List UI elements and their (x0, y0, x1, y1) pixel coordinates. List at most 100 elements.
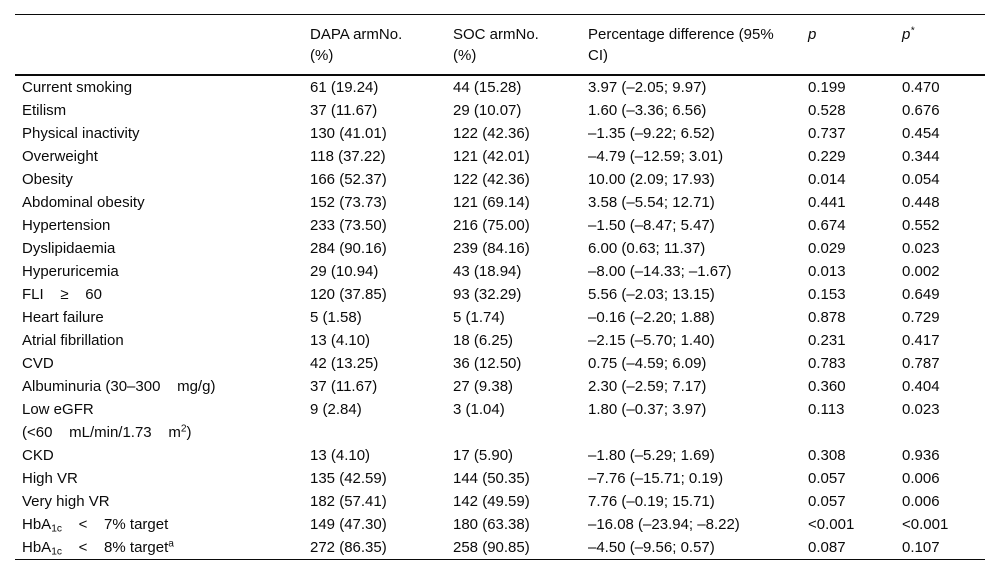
cell-percentage-difference: –16.08 (–23.94; –8.22) (588, 516, 740, 533)
table-body: Current smoking 61 (19.24) 44 (15.28) 3.… (15, 75, 985, 560)
cell-p-adjusted-value: 0.470 (902, 79, 940, 96)
cell-soc-arm: 36 (12.50) (453, 355, 522, 372)
cell-soc-arm: 121 (69.14) (453, 194, 530, 211)
cell-p-value: 0.308 (808, 447, 846, 464)
cell-dapa-arm: 9 (2.84) (310, 401, 362, 418)
cell-percentage-difference: 2.30 (–2.59; 7.17) (588, 378, 707, 395)
table-row: HbA1c < 7% target 149 (47.30) 180 (63.38… (15, 513, 985, 536)
cell-soc-arm: 144 (50.35) (453, 470, 530, 487)
cell-percentage-difference: –2.15 (–5.70; 1.40) (588, 332, 715, 349)
table-row: Atrial fibrillation 13 (4.10) 18 (6.25) … (15, 329, 985, 352)
cell-dapa-arm: 29 (10.94) (310, 263, 379, 280)
cell-soc-arm: 122 (42.36) (453, 125, 530, 142)
cell-percentage-difference: –8.00 (–14.33; –1.67) (588, 263, 732, 280)
cell-percentage-difference: 1.80 (–0.37; 3.97) (588, 401, 707, 418)
cell-soc-arm: 93 (32.29) (453, 286, 522, 303)
table-row: Albuminuria (30–300 mg/g) 37 (11.67) 27 … (15, 375, 985, 398)
cell-percentage-difference: 10.00 (2.09; 17.93) (588, 171, 715, 188)
cell-p-adjusted-value: 0.023 (902, 240, 940, 257)
cell-p-value: 0.087 (808, 539, 846, 556)
table-row: Abdominal obesity 152 (73.73) 121 (69.14… (15, 191, 985, 214)
cell-soc-arm: 142 (49.59) (453, 493, 530, 510)
table-row: Obesity 166 (52.37) 122 (42.36) 10.00 (2… (15, 168, 985, 191)
cell-p-value: 0.113 (808, 401, 845, 418)
cell-dapa-arm: 13 (4.10) (310, 332, 371, 349)
table-header: DAPA armNo. (%) SOC armNo. (%) Percentag… (15, 14, 985, 76)
table-row: Current smoking 61 (19.24) 44 (15.28) 3.… (15, 75, 985, 99)
table-row: Dyslipidaemia 284 (90.16) 239 (84.16) 6.… (15, 237, 985, 260)
cell-soc-arm: 3 (1.04) (453, 401, 505, 418)
cell-p-adjusted-value: 0.107 (902, 539, 940, 556)
row-label: HbA1c < 8% targeta (22, 538, 174, 558)
cell-p-adjusted-value: 0.787 (902, 355, 940, 372)
row-label: Albuminuria (30–300 mg/g) (22, 378, 216, 395)
cell-soc-arm: 216 (75.00) (453, 217, 530, 234)
cell-p-adjusted-value: 0.002 (902, 263, 940, 280)
row-label: Obesity (22, 171, 73, 188)
table-row: Hyperuricemia 29 (10.94) 43 (18.94) –8.0… (15, 260, 985, 283)
cell-dapa-arm: 149 (47.30) (310, 516, 387, 533)
cell-percentage-difference: –4.79 (–12.59; 3.01) (588, 148, 724, 165)
cell-soc-arm: 43 (18.94) (453, 263, 522, 280)
cell-p-adjusted-value: 0.006 (902, 493, 940, 510)
cell-percentage-difference: 6.00 (0.63; 11.37) (588, 240, 706, 257)
row-label: Atrial fibrillation (22, 332, 124, 349)
cell-dapa-arm: 166 (52.37) (310, 171, 387, 188)
row-label: Hyperuricemia (22, 263, 119, 280)
cell-p-value: 0.360 (808, 378, 846, 395)
cell-p-value: 0.229 (808, 148, 846, 165)
table-row: HbA1c < 8% targeta 272 (86.35) 258 (90.8… (15, 536, 985, 560)
cell-dapa-arm: 37 (11.67) (310, 102, 378, 119)
row-label: Physical inactivity (22, 125, 140, 142)
cell-p-value: 0.737 (808, 125, 846, 142)
table-row: Very high VR 182 (57.41) 142 (49.59) 7.7… (15, 490, 985, 513)
row-label: CKD (22, 447, 54, 464)
row-label: High VR (22, 470, 78, 487)
cell-percentage-difference: –7.76 (–15.71; 0.19) (588, 470, 724, 487)
cell-percentage-difference: 5.56 (–2.03; 13.15) (588, 286, 715, 303)
row-label: Etilism (22, 102, 67, 119)
table-row: Physical inactivity 130 (41.01) 122 (42.… (15, 122, 985, 145)
cell-dapa-arm: 272 (86.35) (310, 539, 387, 556)
cell-dapa-arm: 135 (42.59) (310, 470, 387, 487)
cell-percentage-difference: 1.60 (–3.36; 6.56) (588, 102, 707, 119)
cell-p-adjusted-value: 0.404 (902, 378, 940, 395)
table-row: Heart failure 5 (1.58) 5 (1.74) –0.16 (–… (15, 306, 985, 329)
cell-soc-arm: 258 (90.85) (453, 539, 530, 556)
cell-p-value: 0.057 (808, 493, 846, 510)
cell-p-value: 0.057 (808, 470, 846, 487)
table-row: Low eGFR (<60 mL/min/1.73 m2) 9 (2.84) 3… (15, 398, 985, 444)
cell-percentage-difference: –1.50 (–8.47; 5.47) (588, 217, 715, 234)
cell-p-adjusted-value: 0.729 (902, 309, 940, 326)
cell-p-value: 0.014 (808, 171, 846, 188)
cell-dapa-arm: 233 (73.50) (310, 217, 387, 234)
row-label: Low eGFR (<60 mL/min/1.73 m2) (22, 401, 192, 441)
cell-p-adjusted-value: 0.676 (902, 102, 940, 119)
row-label: FLI ≥ 60 (22, 286, 102, 303)
cell-p-value: 0.441 (808, 194, 846, 211)
cell-dapa-arm: 120 (37.85) (310, 286, 387, 303)
cell-p-value: 0.153 (808, 286, 846, 303)
cell-p-adjusted-value: 0.448 (902, 194, 940, 211)
row-label: Current smoking (22, 79, 133, 96)
cell-percentage-difference: 3.58 (–5.54; 12.71) (588, 194, 715, 211)
cell-soc-arm: 122 (42.36) (453, 171, 530, 188)
cell-dapa-arm: 152 (73.73) (310, 194, 387, 211)
row-label: HbA1c < 7% target (22, 516, 169, 535)
row-label: CVD (22, 355, 54, 372)
cell-percentage-difference: –4.50 (–9.56; 0.57) (588, 539, 715, 556)
table-row: Hypertension 233 (73.50) 216 (75.00) –1.… (15, 214, 985, 237)
cell-dapa-arm: 182 (57.41) (310, 493, 387, 510)
cell-soc-arm: 121 (42.01) (453, 148, 530, 165)
cell-p-value: 0.878 (808, 309, 846, 326)
cell-dapa-arm: 118 (37.22) (310, 148, 386, 165)
column-header-percentage-difference: Percentage difference (95% CI) (588, 14, 808, 76)
row-label: Dyslipidaemia (22, 240, 116, 257)
corner-cell (15, 14, 310, 76)
cell-soc-arm: 27 (9.38) (453, 378, 514, 395)
cell-p-adjusted-value: 0.054 (902, 171, 940, 188)
cell-soc-arm: 180 (63.38) (453, 516, 530, 533)
table-row: FLI ≥ 60 120 (37.85) 93 (32.29) 5.56 (–2… (15, 283, 985, 306)
cell-p-value: 0.029 (808, 240, 846, 257)
